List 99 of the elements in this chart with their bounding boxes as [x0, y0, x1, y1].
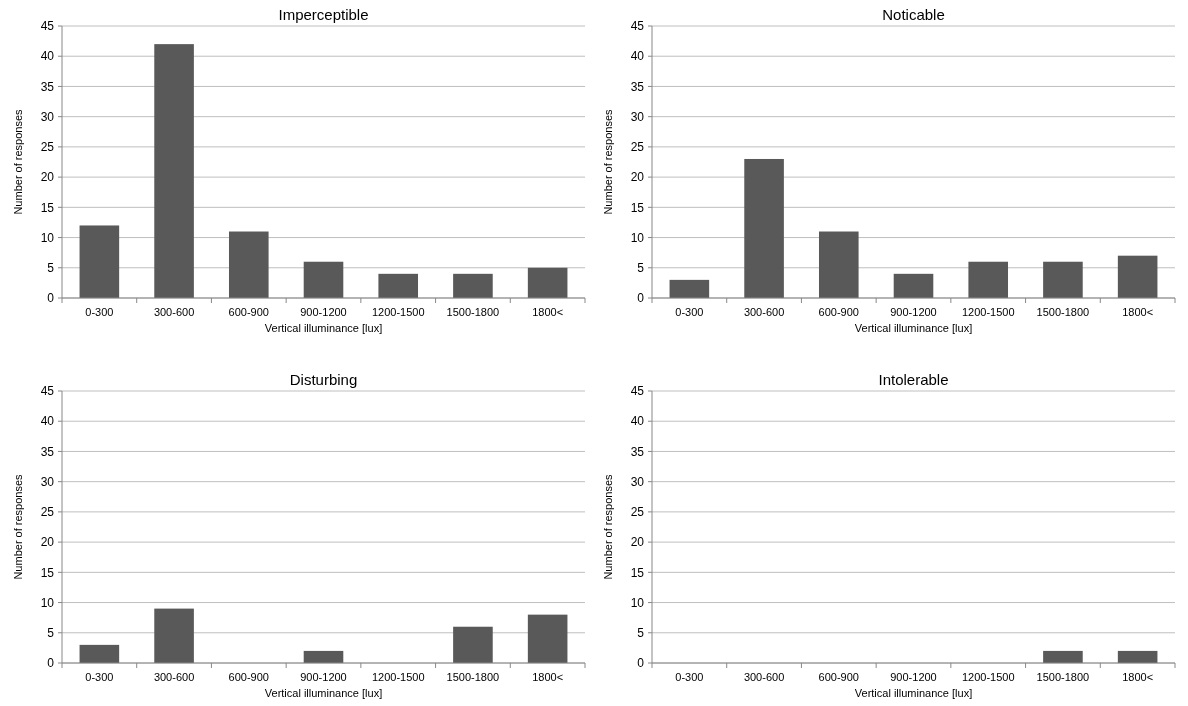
- chart-title: Noticable: [882, 6, 945, 23]
- x-axis-title: Vertical illuminance [lux]: [264, 322, 383, 334]
- y-tick-label: 20: [630, 535, 645, 550]
- bar: [453, 626, 493, 663]
- bar: [453, 273, 493, 298]
- y-tick-label: 10: [630, 230, 645, 245]
- x-tick-label: 1800<: [1122, 306, 1154, 318]
- x-tick-label: 300-600: [743, 671, 785, 683]
- bar: [744, 158, 784, 298]
- chart-title: Imperceptible: [278, 6, 369, 23]
- y-tick-label: 30: [40, 109, 55, 124]
- x-tick-label: 1800<: [532, 671, 564, 683]
- x-tick-label: 900-1200: [300, 671, 347, 683]
- x-tick-label: 900-1200: [890, 306, 937, 318]
- y-tick-label: 0: [47, 656, 55, 671]
- bar: [1117, 255, 1158, 298]
- y-tick-label: 40: [630, 414, 645, 429]
- y-tick-label: 15: [630, 200, 645, 215]
- y-tick-label: 40: [40, 414, 55, 429]
- x-tick-label: 1800<: [1122, 671, 1154, 683]
- y-tick-label: 5: [47, 625, 55, 640]
- x-axis-title: Vertical illuminance [lux]: [854, 687, 973, 699]
- bar: [968, 261, 1009, 298]
- bar: [818, 231, 859, 298]
- x-tick-label: 1200-1500: [371, 306, 425, 318]
- y-tick-label: 20: [40, 535, 55, 550]
- y-tick-label: 10: [40, 595, 55, 610]
- y-tick-label: 0: [637, 291, 645, 306]
- x-tick-label: 1500-1800: [1036, 671, 1090, 683]
- y-tick-label: 5: [637, 260, 645, 275]
- x-tick-label: 0-300: [85, 306, 114, 318]
- y-tick-label: 30: [630, 109, 645, 124]
- y-tick-label: 25: [630, 140, 645, 155]
- bar: [228, 231, 269, 298]
- x-tick-label: 0-300: [675, 671, 704, 683]
- x-tick-label: 0-300: [85, 671, 114, 683]
- y-tick-label: 20: [630, 170, 645, 185]
- bar: [303, 261, 344, 298]
- y-tick-label: 35: [40, 444, 55, 459]
- y-tick-label: 15: [630, 565, 645, 580]
- bar: [303, 650, 344, 663]
- y-axis-title: Number of responses: [602, 108, 614, 215]
- y-tick-label: 45: [630, 384, 645, 399]
- y-tick-label: 0: [47, 291, 55, 306]
- x-tick-label: 600-900: [228, 671, 269, 683]
- bar: [1043, 261, 1083, 298]
- x-tick-label: 1500-1800: [1036, 306, 1090, 318]
- x-tick-label: 600-900: [818, 306, 859, 318]
- y-tick-label: 10: [40, 230, 55, 245]
- y-tick-label: 40: [630, 49, 645, 64]
- y-axis-title: Number of responses: [12, 473, 24, 580]
- y-tick-label: 25: [630, 505, 645, 520]
- y-tick-label: 0: [637, 656, 645, 671]
- y-tick-label: 35: [630, 79, 645, 94]
- bar: [527, 614, 568, 663]
- y-tick-label: 30: [40, 474, 55, 489]
- x-tick-label: 1500-1800: [446, 306, 500, 318]
- bar: [154, 608, 194, 663]
- x-tick-label: 600-900: [228, 306, 269, 318]
- bar: [79, 225, 120, 298]
- x-tick-label: 1800<: [532, 306, 564, 318]
- x-tick-label: 300-600: [153, 306, 195, 318]
- y-tick-label: 15: [40, 200, 55, 215]
- y-axis-title: Number of responses: [602, 473, 614, 580]
- bar: [79, 644, 120, 663]
- x-tick-label: 1500-1800: [446, 671, 500, 683]
- y-tick-label: 20: [40, 170, 55, 185]
- y-tick-label: 30: [630, 474, 645, 489]
- bar: [154, 44, 194, 298]
- bar: [378, 273, 419, 298]
- x-axis-title: Vertical illuminance [lux]: [264, 687, 383, 699]
- y-tick-label: 45: [40, 19, 55, 34]
- x-tick-label: 300-600: [743, 306, 785, 318]
- y-tick-label: 45: [630, 19, 645, 34]
- bar: [669, 279, 710, 298]
- y-tick-label: 45: [40, 384, 55, 399]
- x-tick-label: 900-1200: [300, 306, 347, 318]
- x-tick-label: 300-600: [153, 671, 195, 683]
- chart-title: Disturbing: [289, 371, 358, 388]
- bar: [527, 267, 568, 298]
- y-axis-title: Number of responses: [12, 108, 24, 215]
- y-tick-label: 35: [630, 444, 645, 459]
- x-axis-title: Vertical illuminance [lux]: [854, 322, 973, 334]
- x-tick-label: 1200-1500: [371, 671, 425, 683]
- bar: [893, 273, 934, 298]
- y-tick-label: 5: [637, 625, 645, 640]
- y-tick-label: 40: [40, 49, 55, 64]
- y-tick-label: 35: [40, 79, 55, 94]
- x-tick-label: 900-1200: [890, 671, 937, 683]
- y-tick-label: 25: [40, 140, 55, 155]
- x-tick-label: 1200-1500: [961, 671, 1015, 683]
- y-tick-label: 25: [40, 505, 55, 520]
- y-tick-label: 5: [47, 260, 55, 275]
- x-tick-label: 0-300: [675, 306, 704, 318]
- y-tick-label: 10: [630, 595, 645, 610]
- y-tick-label: 15: [40, 565, 55, 580]
- x-tick-label: 600-900: [818, 671, 859, 683]
- x-tick-label: 1200-1500: [961, 306, 1015, 318]
- chart-title: Intolerable: [878, 371, 949, 388]
